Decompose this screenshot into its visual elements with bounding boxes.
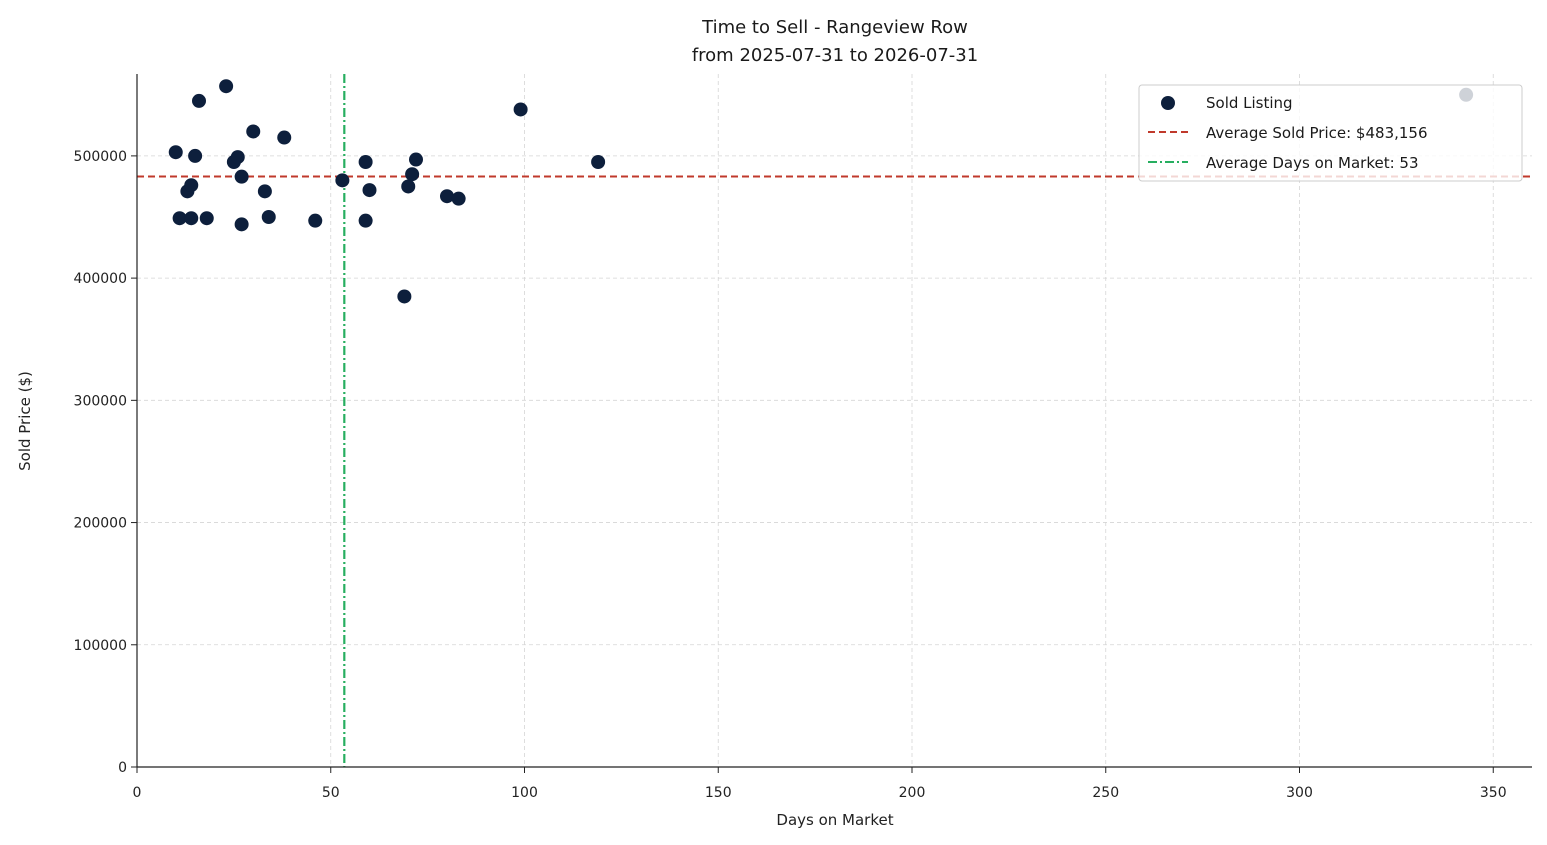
data-point — [335, 173, 350, 188]
data-point — [277, 130, 292, 145]
x-tick-label: 100 — [511, 785, 538, 801]
data-point — [440, 189, 454, 204]
chart-title: Time to Sell - Rangeview Row — [701, 17, 968, 38]
data-point — [451, 191, 466, 206]
y-axis-label: Sold Price ($) — [16, 371, 34, 471]
legend-box — [1138, 84, 1523, 182]
data-point — [409, 152, 423, 167]
x-tick-label: 300 — [1286, 785, 1313, 801]
y-tick-label: 500000 — [74, 149, 127, 165]
data-point — [397, 289, 412, 304]
data-point — [401, 179, 416, 194]
legend-marker-sold-listing — [1161, 96, 1175, 110]
data-point — [234, 217, 249, 232]
y-tick-label: 400000 — [74, 271, 127, 287]
data-point — [234, 169, 249, 184]
data-point — [172, 211, 187, 226]
data-point — [362, 183, 377, 198]
data-point — [184, 211, 199, 226]
data-point — [246, 124, 261, 139]
y-tick-label: 0 — [118, 760, 127, 776]
data-point — [184, 178, 199, 193]
y-tick-label: 100000 — [74, 638, 127, 654]
x-tick-label: 0 — [133, 785, 142, 801]
axes: 0 50 100 150 200 250 300 350 0 100000 200000 300000… — [74, 74, 1532, 801]
data-point — [192, 93, 206, 108]
legend-label-avg-price: Average Sold Price: $483,156 — [1206, 124, 1428, 142]
y-tick-label: 200000 — [74, 516, 127, 532]
data-point — [188, 148, 203, 163]
data-point — [219, 79, 234, 94]
reference-lines — [137, 74, 1532, 767]
chart-subtitle: from 2025-07-31 to 2026-07-31 — [692, 45, 978, 66]
y-tick-label: 300000 — [74, 393, 127, 409]
data-point — [168, 145, 183, 160]
legend-label-avg-days: Average Days on Market: 53 — [1206, 154, 1419, 172]
data-point — [230, 150, 245, 165]
x-tick-label: 350 — [1480, 785, 1507, 801]
x-axis-label: Days on Market — [776, 811, 893, 829]
x-tick-label: 250 — [1092, 785, 1119, 801]
data-point — [405, 167, 420, 182]
legend-label-sold-listing: Sold Listing — [1206, 94, 1293, 112]
data-point — [199, 211, 214, 226]
legend: Sold Listing Average Sold Price: $483,15… — [1138, 84, 1523, 182]
data-point — [358, 155, 373, 169]
scatter-points — [168, 79, 1474, 304]
data-point — [358, 213, 373, 228]
x-tick-label: 200 — [899, 785, 926, 801]
x-tick-label: 150 — [705, 785, 732, 801]
data-point — [591, 155, 606, 169]
data-point — [308, 213, 323, 228]
data-point — [261, 210, 276, 224]
data-point — [513, 102, 528, 117]
x-tick-label: 50 — [322, 785, 340, 801]
data-point — [257, 184, 272, 199]
